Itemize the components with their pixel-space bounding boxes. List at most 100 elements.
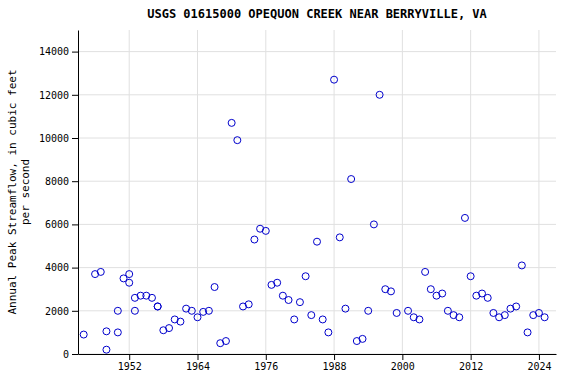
- point: [103, 346, 110, 353]
- grid-line-x: [470, 30, 471, 354]
- point: [228, 119, 235, 126]
- point: [126, 271, 133, 278]
- point: [518, 262, 525, 269]
- tick-label: 12000: [39, 90, 69, 101]
- point: [405, 307, 412, 314]
- tick: 1988: [323, 354, 347, 372]
- point: [126, 279, 133, 286]
- point: [154, 303, 161, 310]
- point: [131, 307, 138, 314]
- tick-mark: [72, 354, 78, 355]
- point: [262, 227, 269, 234]
- tick-label: 6000: [45, 219, 69, 230]
- grid-line-y: [78, 138, 556, 139]
- point: [177, 318, 184, 325]
- point: [319, 316, 326, 323]
- point: [154, 303, 161, 310]
- point: [188, 307, 195, 314]
- point: [501, 312, 508, 319]
- tick-mark: [334, 354, 335, 360]
- point: [97, 268, 104, 275]
- point: [456, 314, 463, 321]
- tick-label: 0: [63, 349, 69, 360]
- point: [461, 214, 468, 221]
- grid-line-y: [78, 267, 556, 268]
- tick-label: 1964: [186, 361, 210, 372]
- point: [513, 303, 520, 310]
- tick-label: 2000: [391, 361, 415, 372]
- chart: 1952 1964 1976 1988 2000 2012 2024 0 2000 4000 600…: [0, 0, 576, 384]
- tick: 1976: [254, 354, 278, 372]
- tick-label: 1976: [254, 361, 278, 372]
- point: [336, 234, 343, 241]
- point: [427, 286, 434, 293]
- tick: 1952: [118, 354, 142, 372]
- tick-label: 1988: [323, 361, 347, 372]
- tick: 2000: [45, 306, 78, 317]
- point: [439, 290, 446, 297]
- tick: 10000: [39, 133, 78, 144]
- tick: 2012: [459, 354, 483, 372]
- point: [302, 273, 309, 280]
- tick-label: 10000: [39, 133, 69, 144]
- point: [308, 312, 315, 319]
- point: [467, 273, 474, 280]
- grid-line-y: [78, 51, 556, 52]
- grid-line-y: [78, 310, 556, 311]
- tick-mark: [539, 354, 540, 360]
- point: [541, 314, 548, 321]
- point: [348, 176, 355, 183]
- point: [114, 329, 121, 336]
- tick: 1964: [186, 354, 210, 372]
- tick: 14000: [39, 46, 78, 57]
- tick-label: 2024: [527, 361, 551, 372]
- point: [370, 221, 377, 228]
- point: [393, 309, 400, 316]
- point: [80, 331, 87, 338]
- tick-mark: [129, 354, 130, 360]
- point: [524, 329, 531, 336]
- tick-mark: [402, 354, 403, 360]
- point: [484, 294, 491, 301]
- tick-mark: [72, 95, 78, 96]
- point: [314, 238, 321, 245]
- point: [342, 305, 349, 312]
- point: [274, 279, 281, 286]
- point: [291, 316, 298, 323]
- point: [331, 76, 338, 83]
- tick: 2000: [391, 354, 415, 372]
- grid-line-y: [78, 181, 556, 182]
- point: [285, 297, 292, 304]
- tick-mark: [72, 224, 78, 225]
- point: [365, 307, 372, 314]
- tick: 4000: [45, 262, 78, 273]
- tick-mark: [471, 354, 472, 360]
- tick: 12000: [39, 90, 78, 101]
- point: [376, 91, 383, 98]
- grid: [78, 30, 556, 354]
- tick: 6000: [45, 219, 78, 230]
- point: [166, 325, 173, 332]
- tick-label: 14000: [39, 46, 69, 57]
- tick-mark: [72, 311, 78, 312]
- points: [80, 76, 548, 353]
- y-axis-title-line: per second: [19, 159, 32, 225]
- y-axis-title: Annual Peak Streamflow, in cubic feetper…: [6, 69, 32, 314]
- plot: 1952 1964 1976 1988 2000 2012 2024 0 2000 4000 600…: [39, 30, 557, 372]
- grid-line-y: [78, 224, 556, 225]
- axis-line: [79, 354, 557, 355]
- grid-line-x: [197, 30, 198, 354]
- tick-mark: [72, 181, 78, 182]
- tick-mark: [72, 52, 78, 53]
- point: [103, 328, 110, 335]
- tick-mark: [72, 138, 78, 139]
- grid-line-x: [334, 30, 335, 354]
- title: USGS 01615000 OPEQUON CREEK NEAR BERRYVI…: [147, 7, 487, 21]
- x-axis: 1952 1964 1976 1988 2000 2012 2024: [79, 354, 557, 372]
- tick-label: 4000: [45, 262, 69, 273]
- axis-line: [78, 31, 79, 355]
- point: [222, 338, 229, 345]
- point: [211, 284, 218, 291]
- grid-line-x: [129, 30, 130, 354]
- point: [251, 236, 258, 243]
